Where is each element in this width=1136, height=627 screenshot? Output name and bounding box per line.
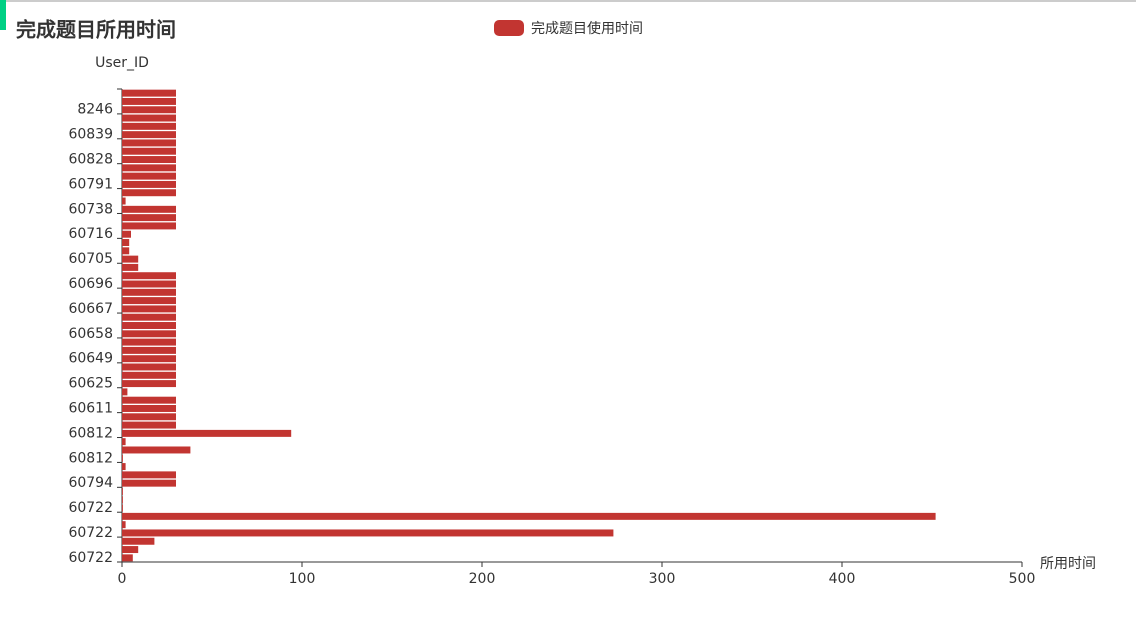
bar [122,363,176,371]
bar [122,388,128,396]
bar [122,504,123,512]
legend-label: 完成题目使用时间 [531,20,643,37]
y-tick-label: 60722 [68,525,113,541]
y-tick-label: 60649 [68,351,113,367]
bar [122,280,176,288]
bar [122,355,176,363]
bar [122,463,126,471]
bar [122,180,176,188]
bar [122,97,176,105]
y-tick-label: 60839 [68,127,113,143]
bar [122,537,155,545]
x-tick-label: 500 [1009,571,1036,587]
bar [122,122,176,130]
bar [122,512,936,520]
y-tick-label: 60738 [68,201,113,217]
y-tick-label: 60794 [68,475,113,491]
bar [122,288,176,296]
bar [122,172,176,180]
y-tick-label: 60722 [68,500,113,516]
bar [122,164,176,172]
y-axis-title: User_ID [95,55,149,71]
accent-bar [0,0,6,30]
bar [122,222,176,230]
bar [122,454,123,462]
bar [122,554,133,562]
bar [122,446,191,454]
bar [122,89,176,97]
bar [122,521,126,529]
bar [122,396,176,404]
bar [122,106,176,114]
x-tick-label: 100 [289,571,316,587]
bar [122,471,176,479]
bar [122,429,292,437]
bar [122,197,126,205]
bar [122,313,176,321]
x-tick-label: 0 [118,571,127,587]
chart-title: 完成题目所用时间 [16,18,176,42]
x-axis-title: 所用时间 [1040,556,1096,572]
bar [122,380,176,388]
bar [122,346,176,354]
y-tick-label: 60716 [68,226,113,242]
y-tick-label: 60812 [68,425,113,441]
bar [122,255,139,263]
y-tick-label: 60722 [68,550,113,566]
bar [122,131,176,139]
bar [122,205,176,213]
bar [122,297,176,305]
bar [122,189,176,197]
bar [122,479,176,487]
y-tick-label: 60658 [68,326,113,342]
y-tick-label: 60791 [68,176,113,192]
y-tick-label: 60696 [68,276,113,292]
bar [122,438,126,446]
bar [122,114,176,122]
y-tick-label: 60625 [68,376,113,392]
y-tick-label: 60611 [68,400,113,416]
bar [122,272,176,280]
legend-swatch [494,20,524,36]
bar [122,487,123,495]
bar [122,496,123,504]
bar [122,322,176,329]
bar [122,247,130,255]
x-tick-label: 200 [469,571,496,587]
x-tick-label: 300 [649,571,676,587]
bar [122,330,176,338]
bar [122,413,176,421]
bar [122,529,614,537]
y-tick-label: 60705 [68,251,113,267]
bar [122,239,130,247]
bar [122,156,176,164]
bar [122,230,131,238]
bar [122,214,176,222]
y-tick-label: 60828 [68,152,113,168]
bar [122,371,176,379]
bar [122,404,176,412]
bar [122,147,176,155]
y-tick-label: 8246 [77,102,113,118]
y-tick-label: 60667 [68,301,113,317]
x-tick-label: 400 [829,571,856,587]
y-tick-label: 60812 [68,450,113,466]
bar [122,263,139,271]
bar [122,139,176,147]
bar [122,421,176,429]
bar [122,338,176,346]
bar [122,546,139,554]
bar [122,305,176,313]
